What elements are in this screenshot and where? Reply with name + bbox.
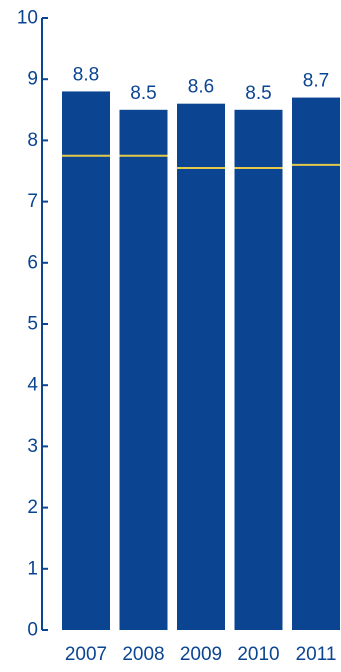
x-category-label: 2011 <box>296 644 337 665</box>
x-category-label: 2007 <box>65 644 107 665</box>
value-label-2010: 8.5 <box>245 83 271 104</box>
y-tick-label: 6 <box>27 252 38 273</box>
y-tick-label: 10 <box>17 8 38 29</box>
y-tick-label: 1 <box>27 558 38 579</box>
value-label-2008: 8.5 <box>130 83 156 104</box>
x-category-label: 2008 <box>122 644 164 665</box>
bar-2009 <box>177 103 225 631</box>
y-tick-label: 7 <box>27 191 38 212</box>
value-label-2011: 8.7 <box>303 71 329 92</box>
bar-2010 <box>234 109 283 631</box>
y-tick-label: 0 <box>27 620 38 641</box>
y-tick-label: 3 <box>27 436 38 457</box>
reference-markers <box>62 154 340 169</box>
x-category-label: 2009 <box>180 644 222 665</box>
y-tick-label: 4 <box>27 375 38 396</box>
value-label-2009: 8.6 <box>188 77 214 98</box>
y-tick-label: 9 <box>27 69 38 90</box>
y-tick-label: 8 <box>27 130 38 151</box>
value-labels: 8.8 8.5 8.6 8.5 8.7 <box>73 64 329 103</box>
y-axis: 0 1 2 3 4 5 6 7 8 9 10 <box>17 8 48 641</box>
bar-2007 <box>62 91 110 630</box>
bars <box>62 91 340 631</box>
y-tick-label: 2 <box>27 497 38 518</box>
value-label-2007: 8.8 <box>73 64 99 85</box>
x-category-label: 2010 <box>237 644 279 665</box>
y-tick-label: 5 <box>27 314 38 335</box>
x-axis-labels: 2007 2008 2009 2010 2011 <box>65 644 337 665</box>
bar-2011 <box>292 97 340 630</box>
bar-2008 <box>119 109 168 631</box>
